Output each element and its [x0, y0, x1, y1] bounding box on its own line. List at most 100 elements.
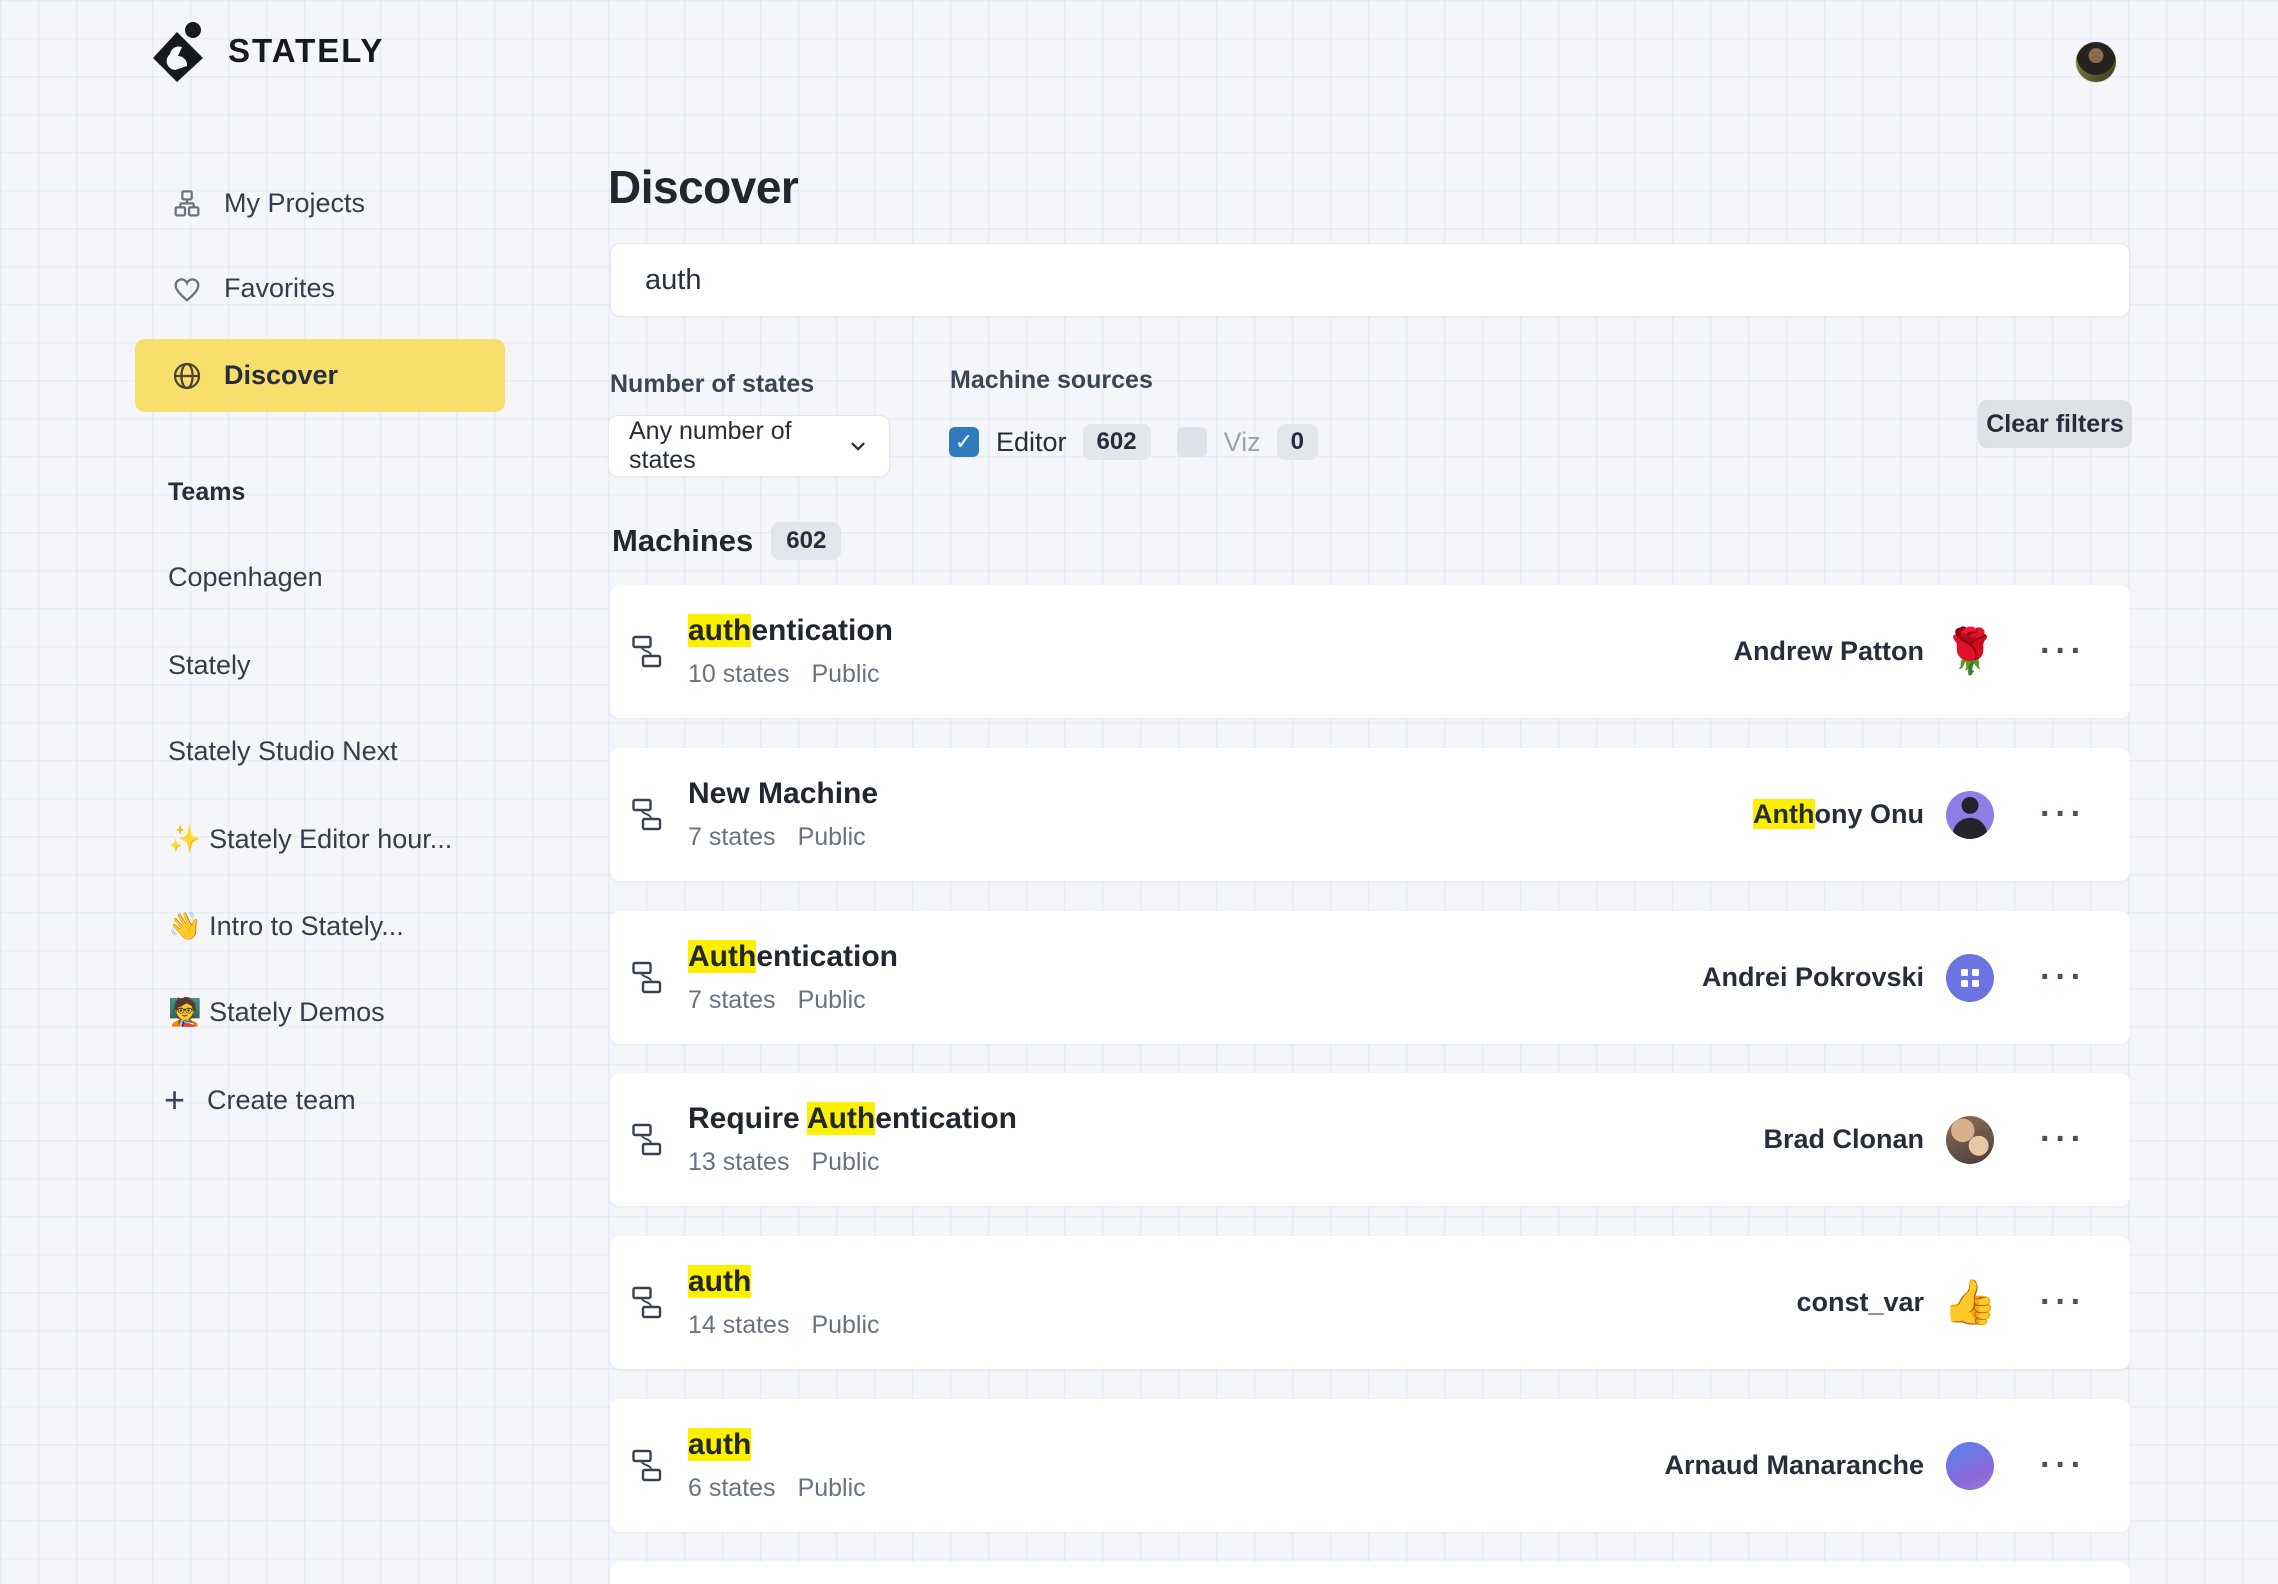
author-avatar: 👍	[1943, 1279, 1998, 1327]
team-label: ✨ Stately Editor hour...	[168, 824, 453, 854]
machine-author: Arnaud Manaranche	[1664, 1450, 1925, 1480]
author-avatar: 🌹	[1943, 628, 1998, 676]
machine-author: Andrei Pokrovski	[1701, 962, 1925, 992]
machine-visibility: Public	[797, 1474, 866, 1502]
team-label: Stately	[168, 649, 251, 680]
viz-checkbox[interactable]	[1176, 427, 1207, 457]
machine-visibility: Public	[811, 660, 880, 688]
machine-card[interactable]: auth 6 states Public Arnaud Manaranche	[610, 1399, 2130, 1532]
machine-card[interactable]: auth 14 states Public const_var 👍	[610, 1236, 2130, 1369]
photo-avatar	[1946, 790, 1995, 839]
team-label: 👋 Intro to Stately...	[168, 911, 404, 941]
machine-title: auth	[688, 1428, 752, 1461]
machine-states: 7 states	[688, 823, 776, 851]
create-team-button[interactable]: + Create team	[164, 1080, 356, 1120]
machine-meta: 13 states Public	[688, 1148, 1764, 1177]
machine-meta: 14 states Public	[688, 1311, 1796, 1340]
machine-card[interactable]: Authentication 7 states Public Andrei Pok…	[610, 911, 2130, 1044]
machine-states: 10 states	[688, 660, 790, 688]
author-avatar	[1946, 1441, 1995, 1490]
editor-checkbox-label: Editor	[996, 426, 1067, 457]
viz-count-badge: 0	[1276, 424, 1318, 460]
machine-meta: 7 states Public	[688, 823, 1753, 852]
team-label: 🧑‍🏫 Stately Demos	[168, 997, 385, 1027]
state-machine-icon	[632, 1118, 662, 1162]
machine-states: 6 states	[688, 1474, 776, 1502]
sidebar-item-favorites[interactable]: Favorites	[135, 252, 505, 325]
sidebar-team-copenhagen[interactable]: Copenhagen	[168, 559, 323, 595]
sidebar-team-intro-to-stately[interactable]: 👋 Intro to Stately...	[168, 908, 404, 944]
machine-sources-group: Editor 602 Viz 0	[949, 424, 1318, 460]
author-avatar	[1946, 790, 1995, 839]
machine-author: Anthony Onu	[1753, 799, 1925, 829]
author-avatar	[1946, 1115, 1995, 1164]
ellipsis-menu-icon[interactable]	[2040, 643, 2086, 660]
gradient-avatar	[1946, 1441, 1995, 1490]
author-avatar	[1946, 953, 1995, 1002]
editor-count-badge: 602	[1082, 424, 1151, 460]
stately-logo-icon	[150, 20, 212, 82]
machine-states: 7 states	[688, 986, 776, 1014]
machine-meta: 6 states Public	[688, 1474, 1664, 1503]
brand-name: STATELY	[228, 32, 385, 69]
sidebar-team-stately-demos[interactable]: 🧑‍🏫 Stately Demos	[168, 994, 385, 1030]
machine-sources-label: Machine sources	[950, 366, 1153, 394]
machine-visibility: Public	[811, 1311, 880, 1339]
machines-heading: Machines	[612, 523, 754, 558]
rose-avatar-icon: 🌹	[1942, 626, 1998, 676]
machine-author: const_var	[1796, 1287, 1925, 1317]
sidebar-item-label: My Projects	[224, 188, 366, 218]
sidebar-item-label: Favorites	[224, 273, 336, 303]
plus-icon: +	[164, 1079, 186, 1120]
state-machine-icon	[632, 1281, 662, 1325]
stately-logo[interactable]: STATELY	[150, 20, 384, 82]
viz-checkbox-label: Viz	[1223, 426, 1261, 457]
sidebar-item-my-projects[interactable]: My Projects	[135, 167, 505, 240]
clear-filters-button[interactable]: Clear filters	[1978, 400, 2132, 448]
machine-visibility: Public	[811, 1148, 880, 1176]
heart-icon	[171, 273, 203, 305]
machine-card[interactable]: New Machine 7 states Public Anthony Onu	[610, 748, 2130, 881]
state-machine-icon	[632, 793, 662, 837]
machine-visibility: Public	[797, 823, 866, 851]
team-label: Copenhagen	[168, 561, 323, 592]
machine-title: auth	[688, 1265, 752, 1298]
photo-avatar	[1946, 1115, 1995, 1164]
sidebar-team-stately-editor-hour[interactable]: ✨ Stately Editor hour...	[168, 821, 452, 857]
ellipsis-menu-icon[interactable]	[2040, 1294, 2086, 1311]
state-machine-icon	[632, 1444, 662, 1488]
logo-avatar	[1946, 953, 1995, 1002]
sidebar-item-discover[interactable]: Discover	[135, 339, 505, 412]
user-avatar[interactable]	[2076, 42, 2116, 82]
ellipsis-menu-icon[interactable]	[2040, 969, 2086, 986]
machines-count-badge: 602	[771, 522, 842, 560]
machine-card-partial[interactable]	[610, 1562, 2130, 1584]
create-team-label: Create team	[207, 1084, 356, 1115]
machine-title: Authentication	[688, 940, 898, 973]
sidebar-team-stately[interactable]: Stately	[168, 647, 251, 683]
machine-visibility: Public	[797, 986, 866, 1014]
projects-icon	[171, 188, 203, 220]
number-of-states-label: Number of states	[610, 370, 815, 398]
machine-title: New Machine	[688, 777, 879, 810]
machine-author: Brad Clonan	[1763, 1124, 1925, 1154]
search-input[interactable]	[610, 243, 2130, 317]
number-of-states-select[interactable]: Any number of states	[608, 415, 890, 477]
machine-card[interactable]: Require Authentication 13 states Public B…	[610, 1073, 2130, 1206]
teams-section-header: Teams	[168, 478, 246, 506]
machine-title: Require Authentication	[688, 1102, 1017, 1135]
globe-icon	[171, 360, 203, 392]
machine-card[interactable]: authentication 10 states Public Andrew Pa…	[610, 585, 2130, 718]
sidebar-item-label: Discover	[224, 360, 339, 390]
machine-states: 14 states	[688, 1311, 790, 1339]
state-machine-icon	[632, 630, 662, 674]
thumbs-up-avatar-icon: 👍	[1942, 1277, 1998, 1327]
team-label: Stately Studio Next	[168, 735, 398, 766]
ellipsis-menu-icon[interactable]	[2040, 806, 2086, 823]
machine-states: 13 states	[688, 1148, 790, 1176]
ellipsis-menu-icon[interactable]	[2040, 1131, 2086, 1148]
sidebar-team-stately-studio-next[interactable]: Stately Studio Next	[168, 733, 398, 769]
editor-checkbox[interactable]	[949, 427, 979, 457]
ellipsis-menu-icon[interactable]	[2040, 1457, 2086, 1474]
state-machine-icon	[632, 956, 662, 1000]
